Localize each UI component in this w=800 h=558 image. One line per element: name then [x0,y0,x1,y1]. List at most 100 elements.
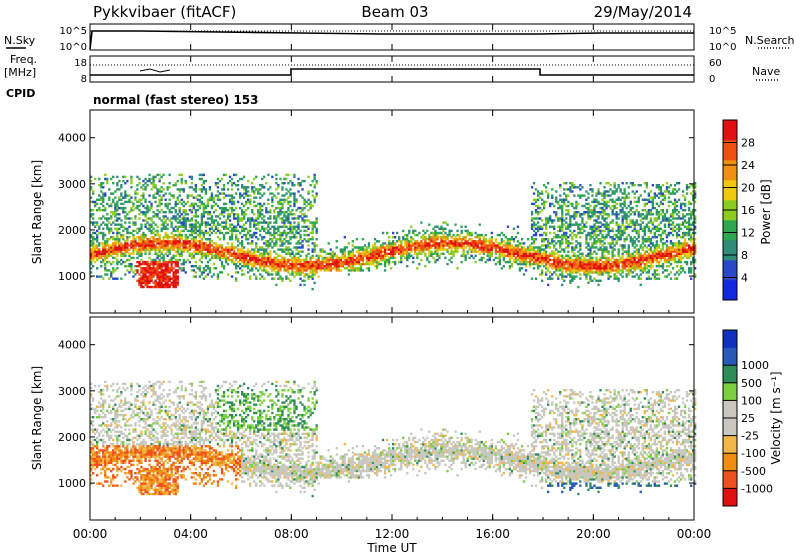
power-cell [603,217,606,220]
power-cell [241,265,244,268]
power-cell [216,223,220,226]
power-cell [130,200,133,204]
power-cell [593,238,596,241]
power-cell [375,254,379,257]
power-cell [498,250,501,253]
power-cell [102,242,105,245]
power-cell [615,275,618,278]
power-cell [186,236,189,239]
power-cell [381,256,385,260]
power-cell [520,248,524,251]
power-cell [202,173,205,177]
power-cell [293,192,296,195]
power-cell [156,190,159,193]
power-cell [230,202,234,206]
power-cell [551,262,554,266]
power-cell [172,215,175,218]
power-cell [555,256,558,260]
power-cell [112,221,115,224]
power-cell [293,256,296,260]
power-cell [367,262,371,266]
power-cell [279,225,282,228]
power-cell [285,275,288,278]
power-cell [90,186,93,189]
power-cell [200,242,203,245]
power-cell [126,179,129,183]
power-cell [230,184,234,187]
power-cell [545,225,548,228]
power-cell [309,238,312,241]
power-cell [164,231,167,235]
power-cell [108,217,111,220]
power-cell [502,248,505,251]
power-cell [269,227,272,230]
power-cell [577,267,580,270]
power-cell [142,233,145,237]
power-cell [166,283,169,287]
power-cell [571,236,574,239]
power-cell [94,177,97,181]
power-cell [532,252,536,255]
power-cell [146,271,149,274]
power-cell [599,262,602,266]
power-cell [530,246,534,249]
power-cell [132,246,135,249]
power-cell [537,229,540,233]
power-cell [591,213,594,216]
power-cell [194,260,197,264]
power-cell [309,200,312,204]
power-cell [579,213,582,216]
power-cell [559,246,562,249]
power-cell [281,225,284,228]
power-cell [400,246,403,249]
power-cell [605,236,608,239]
power-cell [176,198,179,201]
power-cell [174,281,177,284]
power-cell [472,256,475,260]
power-cell [593,242,596,245]
power-cell [595,233,598,237]
power-cell [142,273,145,276]
power-cell [148,238,151,241]
power-cell [597,271,600,274]
power-cell [192,269,195,272]
power-cell [587,211,590,214]
power-cell [216,182,220,185]
nave-label: Nave [752,65,780,78]
power-cell [222,221,226,224]
power-cell [124,196,127,199]
power-cell [98,231,101,235]
power-cell [257,221,260,224]
power-cell [565,227,568,230]
power-cell [90,242,93,245]
power-cell [543,240,546,243]
power-cell [617,227,620,230]
power-cell [319,260,322,264]
power-cell [200,244,203,247]
power-cell [476,246,479,249]
power-cell [323,269,326,272]
power-cell [506,242,510,245]
power-cell [371,262,375,266]
power-cell [539,206,542,210]
power-cell [297,227,300,230]
power-cell [619,231,622,235]
power-cell [555,242,558,245]
power-cell [460,260,463,264]
power-cell [170,225,173,228]
power-cell [623,225,626,228]
power-cell [603,186,606,189]
power-cell [520,260,524,264]
power-cell [243,260,246,264]
power-cell [317,256,320,260]
power-cell [414,233,417,237]
power-cell [194,275,197,278]
power-cell [375,256,379,260]
power-cell [305,260,308,264]
power-cell [277,206,280,210]
date-label: 29/May/2014 [594,3,692,21]
power-cell [291,231,294,235]
power-cell [194,238,197,241]
power-cell [263,202,266,206]
power-cell [182,260,185,264]
